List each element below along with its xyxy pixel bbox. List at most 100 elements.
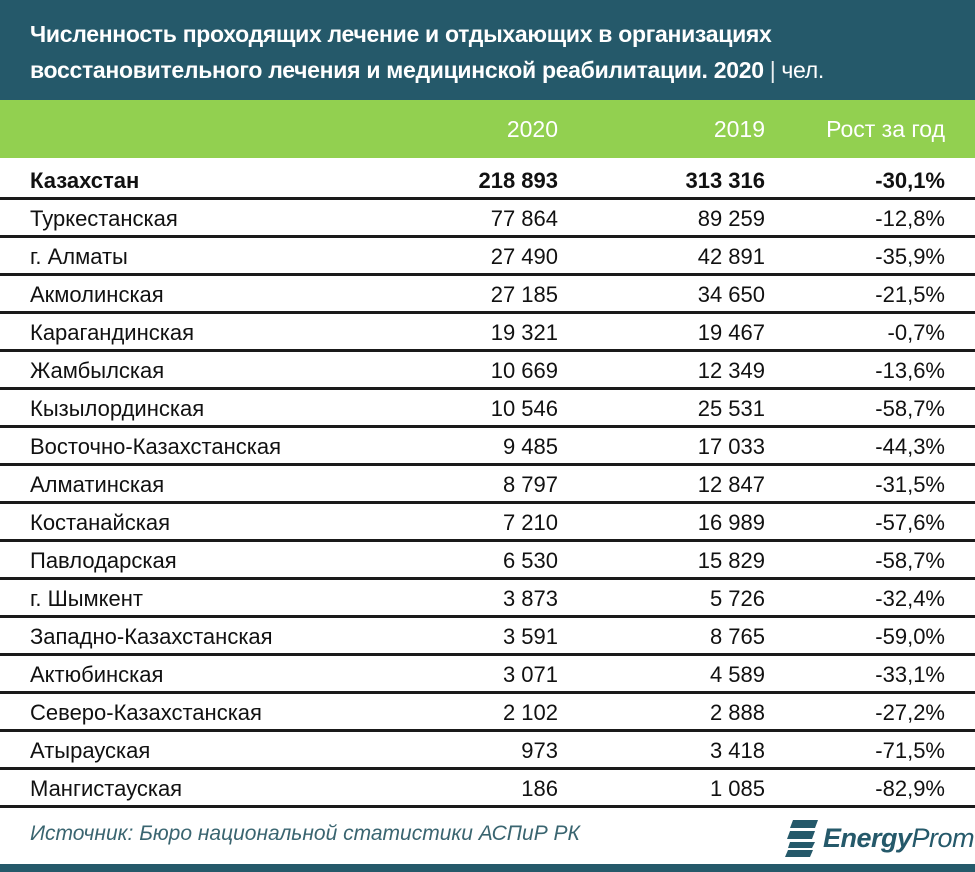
title-separator: |	[769, 57, 776, 83]
value-2019: 89 259	[697, 206, 765, 231]
region-name: Актюбинская	[30, 662, 164, 687]
energyprom-logo-icon	[785, 820, 818, 857]
growth-value: -44,3%	[875, 434, 945, 459]
value-2020: 27 490	[490, 244, 558, 269]
table-row: Мангистауская 186 1 085 -82,9%	[0, 770, 975, 808]
value-2019: 16 989	[697, 510, 765, 535]
region-name: Жамбылская	[30, 358, 165, 383]
growth-value: -35,9%	[875, 244, 945, 269]
value-2020: 2 102	[502, 700, 558, 725]
region-name: Костанайская	[30, 510, 171, 535]
value-2019: 12 349	[697, 358, 765, 383]
value-2019: 313 316	[685, 168, 765, 193]
table-row: Жамбылская 10 669 12 349 -13,6%	[0, 352, 975, 390]
value-2019: 34 650	[697, 282, 765, 307]
table-row-total: Казахстан 218 893 313 316 -30,1%	[0, 162, 975, 200]
value-2019: 15 829	[697, 548, 765, 573]
region-name: Атырауская	[30, 738, 151, 763]
value-2019: 42 891	[697, 244, 765, 269]
region-name: г. Шымкент	[30, 586, 143, 611]
value-2019: 2 888	[709, 700, 765, 725]
growth-value: -32,4%	[875, 586, 945, 611]
growth-value: -59,0%	[875, 624, 945, 649]
table-row: Костанайская 7 210 16 989 -57,6%	[0, 504, 975, 542]
value-2020: 7 210	[502, 510, 558, 535]
growth-value: -58,7%	[875, 548, 945, 573]
title-unit: чел.	[781, 57, 824, 83]
growth-value: -31,5%	[875, 472, 945, 497]
growth-value: -57,6%	[875, 510, 945, 535]
value-2019: 5 726	[709, 586, 765, 611]
table-row: Актюбинская 3 071 4 589 -33,1%	[0, 656, 975, 694]
footer-band	[0, 864, 975, 872]
table-row: г. Шымкент 3 873 5 726 -32,4%	[0, 580, 975, 618]
region-name: Карагандинская	[30, 320, 194, 345]
value-2020: 10 546	[490, 396, 558, 421]
growth-value: -0,7%	[887, 320, 945, 345]
table-row: Западно-Казахстанская 3 591 8 765 -59,0%	[0, 618, 975, 656]
data-table: Казахстан 218 893 313 316 -30,1% Туркестанск…	[0, 162, 975, 808]
growth-value: -58,7%	[875, 396, 945, 421]
growth-value: -71,5%	[875, 738, 945, 763]
table-row: Туркестанская 77 864 89 259 -12,8%	[0, 200, 975, 238]
region-name: Казахстан	[30, 168, 140, 193]
value-2020: 186	[521, 776, 558, 801]
title-line-1: Численность проходящих лечение и отдыхаю…	[30, 21, 772, 47]
region-name: г. Алматы	[30, 244, 128, 269]
value-2020: 3 591	[502, 624, 558, 649]
column-header-2020: 2020	[506, 116, 558, 142]
growth-value: -13,6%	[875, 358, 945, 383]
region-name: Алматинская	[30, 472, 165, 497]
value-2020: 27 185	[490, 282, 558, 307]
energyprom-logo: EnergyProm	[785, 816, 975, 860]
value-2020: 19 321	[490, 320, 558, 345]
region-name: Северо-Казахстанская	[30, 700, 262, 725]
growth-value: -82,9%	[875, 776, 945, 801]
region-name: Туркестанская	[30, 206, 178, 231]
table-row: Акмолинская 27 185 34 650 -21,5%	[0, 276, 975, 314]
region-name: Мангистауская	[30, 776, 183, 801]
growth-value: -33,1%	[875, 662, 945, 687]
value-2019: 12 847	[697, 472, 765, 497]
table-row: Павлодарская 6 530 15 829 -58,7%	[0, 542, 975, 580]
table-row: Алматинская 8 797 12 847 -31,5%	[0, 466, 975, 504]
table-title: Численность проходящих лечение и отдыхаю…	[0, 0, 975, 100]
value-2019: 3 418	[709, 738, 765, 763]
value-2020: 8 797	[502, 472, 558, 497]
value-2020: 6 530	[502, 548, 558, 573]
value-2020: 218 893	[478, 168, 558, 193]
growth-value: -27,2%	[875, 700, 945, 725]
value-2020: 973	[521, 738, 558, 763]
logo-text: EnergyProm	[823, 822, 975, 853]
value-2019: 25 531	[697, 396, 765, 421]
value-2019: 17 033	[697, 434, 765, 459]
region-name: Западно-Казахстанская	[30, 624, 273, 649]
column-header-2019: 2019	[713, 116, 765, 142]
value-2019: 1 085	[709, 776, 765, 801]
table-row: Восточно-Казахстанская 9 485 17 033 -44,3%	[0, 428, 975, 466]
region-name: Восточно-Казахстанская	[30, 434, 282, 459]
table-row: Кызылординская 10 546 25 531 -58,7%	[0, 390, 975, 428]
column-header-growth: Рост за год	[826, 116, 945, 142]
region-name: Акмолинская	[30, 282, 164, 307]
region-name: Кызылординская	[30, 396, 205, 421]
title-line-2: восстановительного лечения и медицинской…	[30, 57, 824, 83]
value-2019: 8 765	[709, 624, 765, 649]
table-row: Атырауская 973 3 418 -71,5%	[0, 732, 975, 770]
column-header-row: 2020 2019 Рост за год	[0, 100, 975, 158]
table-row: Северо-Казахстанская 2 102 2 888 -27,2%	[0, 694, 975, 732]
source-note: Источник: Бюро национальной статистики А…	[30, 822, 580, 845]
table-row: г. Алматы 27 490 42 891 -35,9%	[0, 238, 975, 276]
value-2020: 10 669	[490, 358, 558, 383]
value-2020: 77 864	[490, 206, 558, 231]
growth-value: -30,1%	[875, 168, 945, 193]
region-name: Павлодарская	[30, 548, 177, 573]
value-2020: 9 485	[502, 434, 558, 459]
value-2020: 3 873	[502, 586, 558, 611]
value-2020: 3 071	[502, 662, 558, 687]
growth-value: -21,5%	[875, 282, 945, 307]
growth-value: -12,8%	[875, 206, 945, 231]
value-2019: 19 467	[697, 320, 765, 345]
table-row: Карагандинская 19 321 19 467 -0,7%	[0, 314, 975, 352]
value-2019: 4 589	[709, 662, 765, 687]
